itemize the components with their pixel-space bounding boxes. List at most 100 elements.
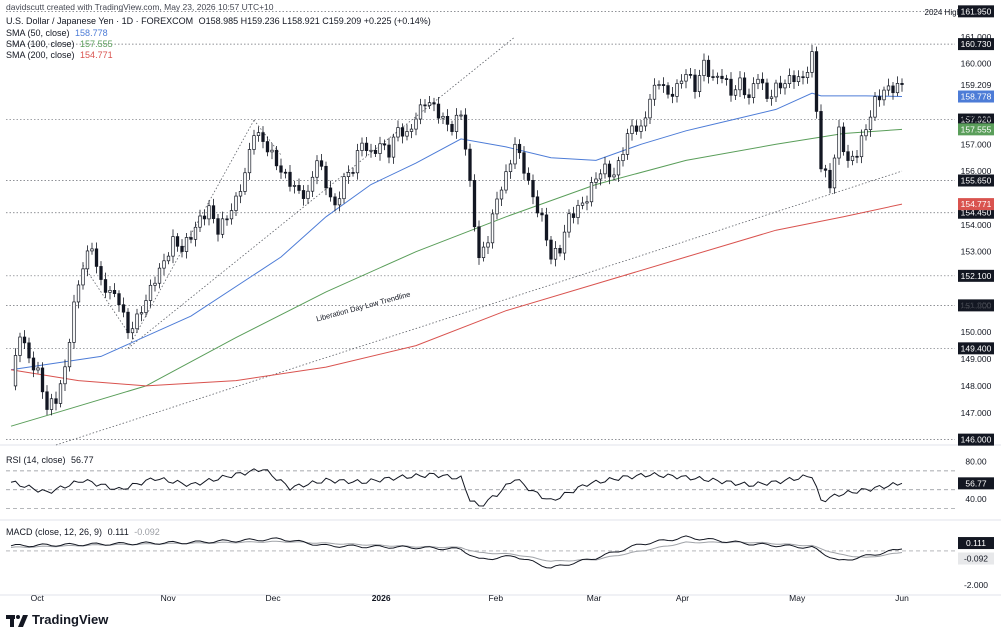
candle-body — [598, 173, 603, 180]
sma50-legend[interactable]: SMA (50, close) 158.778 — [6, 28, 108, 38]
candle-body — [643, 117, 648, 127]
candle-body — [513, 143, 517, 165]
rsi-legend[interactable]: RSI (14, close) 56.77 — [6, 455, 94, 465]
candle-body — [526, 172, 531, 181]
candle-body — [31, 357, 36, 371]
sma100-legend[interactable]: SMA (100, close) 157.555 — [6, 39, 113, 49]
candle-body — [184, 237, 189, 252]
sma200-value: 154.771 — [80, 50, 113, 60]
candle-body — [45, 391, 49, 410]
tradingview-logo-icon — [6, 614, 28, 627]
candle-body — [877, 96, 882, 101]
macd-line — [10, 535, 903, 569]
candle-body — [342, 176, 346, 200]
macd-label: MACD (close, 12, 26, 9) — [6, 527, 103, 537]
x-axis-tick-label: Oct — [31, 593, 45, 603]
candle-body — [706, 59, 711, 77]
trendline-short-1 — [82, 264, 129, 333]
candle-body — [256, 132, 261, 136]
candle-body — [450, 123, 454, 132]
candle-body — [297, 185, 301, 191]
candle-body — [202, 215, 207, 220]
candle-body — [13, 355, 18, 387]
rsi-value: 56.77 — [71, 455, 94, 465]
candle-body — [54, 398, 58, 404]
candle-body — [580, 202, 585, 206]
candle-body — [846, 151, 850, 161]
level-label-box — [958, 174, 994, 187]
candle-body — [153, 282, 157, 286]
candle-body — [144, 300, 148, 313]
candle-body — [85, 250, 90, 270]
x-axis-tick-label: Feb — [488, 593, 503, 603]
candle-body — [648, 98, 652, 119]
candle-body — [697, 75, 702, 92]
candle-body — [216, 218, 220, 235]
candle-body — [135, 313, 139, 330]
candle-body — [382, 143, 387, 146]
candle-body — [180, 245, 184, 252]
candle-body — [22, 336, 27, 344]
candle-body — [657, 84, 661, 86]
ohlc-readout: O158.985 H159.236 L158.921 C159.209 +0.2… — [198, 16, 431, 26]
tradingview-logo[interactable]: TradingView — [6, 612, 108, 627]
candle-body — [72, 301, 76, 343]
candle-body — [108, 290, 112, 293]
sma200-legend[interactable]: SMA (200, close) 154.771 — [6, 50, 113, 60]
candle-body — [553, 247, 558, 260]
candle-body — [99, 266, 103, 280]
candle-body — [679, 80, 684, 84]
candle-body — [882, 89, 886, 101]
y-axis-tick-label: 148.000 — [961, 381, 992, 391]
candle-body — [427, 102, 432, 106]
candle-body — [742, 77, 747, 96]
candle-body — [486, 242, 490, 248]
candle-body — [193, 226, 198, 240]
candle-body — [616, 160, 621, 176]
candle-body — [94, 248, 99, 267]
candle-body — [670, 93, 675, 97]
candle-body — [414, 118, 418, 130]
candle-body — [490, 213, 495, 244]
candle-body — [738, 77, 742, 91]
rsi-tick-label: 80.00 — [965, 456, 987, 466]
candle-body — [472, 180, 477, 228]
candle-body — [531, 180, 535, 198]
candle-body — [504, 171, 508, 191]
rsi-current-box — [958, 477, 994, 490]
candle-body — [225, 218, 229, 221]
macd-legend[interactable]: MACD (close, 12, 26, 9) 0.111 -0.092 — [6, 527, 160, 537]
candle-body — [814, 51, 819, 112]
candle-body — [423, 104, 427, 107]
level-label: 152.100 — [961, 271, 992, 281]
y-axis-tick-label: 161.000 — [961, 32, 992, 42]
candle-body — [103, 279, 108, 293]
candle-body — [517, 143, 522, 154]
candle-body — [396, 127, 400, 138]
candle-body — [207, 205, 211, 220]
current-sma200-label-box — [958, 198, 994, 211]
candle-body — [589, 182, 594, 203]
candle-body — [229, 210, 234, 220]
candle-body — [562, 231, 567, 254]
y-axis-tick-label: 147.000 — [961, 408, 992, 418]
level-label-box — [958, 342, 994, 355]
candle-body — [769, 96, 774, 99]
sma50-line — [10, 92, 903, 371]
candle-body — [364, 142, 369, 152]
candle-body — [778, 82, 783, 89]
level-label: 160.730 — [961, 39, 992, 49]
candle-body — [720, 75, 724, 79]
candle-body — [391, 136, 396, 158]
candle-body — [355, 150, 360, 174]
rsi-line — [10, 468, 903, 507]
candle-body — [688, 74, 693, 76]
candle-body — [805, 72, 810, 78]
candle-body — [702, 59, 706, 76]
candle-body — [895, 83, 900, 94]
x-axis-tick-label: 2026 — [372, 593, 391, 603]
candle-body — [324, 165, 328, 189]
candle-body — [621, 154, 625, 162]
candle-body — [58, 383, 63, 404]
candle-body — [333, 196, 337, 206]
